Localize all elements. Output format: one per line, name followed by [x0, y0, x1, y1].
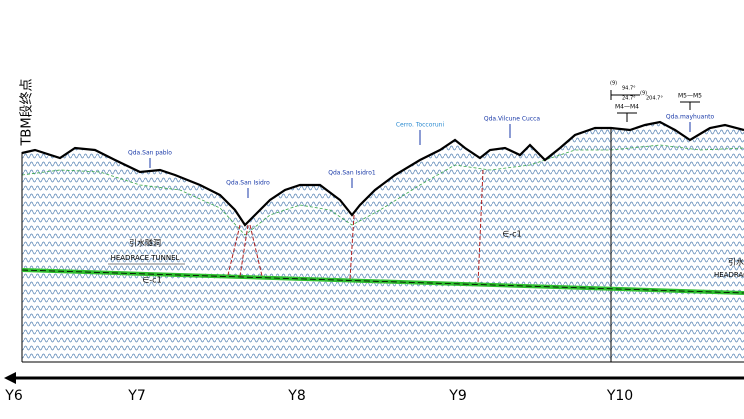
tunnel-label-en: HEADRACE — [714, 271, 744, 279]
section-label: M5—M5 — [678, 93, 702, 100]
ground-surface — [21, 120, 744, 227]
place-label: Qda.Vilcune Cucca — [484, 116, 541, 123]
note: 94.7° — [622, 86, 636, 92]
section-marks — [610, 90, 700, 122]
place-label: Cerro. Toccoruni — [396, 122, 445, 129]
note: (9) — [640, 91, 647, 97]
faults — [227, 169, 484, 285]
place-label: Qda.San pablo — [128, 150, 172, 157]
station-label: Y8 — [287, 388, 305, 404]
note: (9) — [610, 81, 617, 87]
note: 204.7° — [646, 96, 663, 102]
place-label: Qda.mayhuanto — [666, 114, 715, 121]
weathering-line — [21, 144, 744, 236]
vertical-title: TBM段终点 — [19, 78, 35, 146]
station-label: Y7 — [127, 388, 145, 404]
place-label: Qda.San Isidro1 — [328, 170, 376, 177]
axis-arrow — [4, 372, 16, 384]
tunnel-axis — [21, 269, 744, 294]
rock-mass — [22, 122, 744, 362]
stratum-label: ∈-c1 — [502, 230, 521, 239]
section-label: M4—M4 — [615, 104, 639, 111]
station-label: Y9 — [448, 388, 466, 404]
station-label: Y10 — [606, 388, 633, 404]
note: 24.7° — [622, 96, 636, 102]
place-label: Qda.San Isidro — [226, 180, 270, 187]
place-markers — [149, 122, 691, 198]
tunnel-label-cn: 引水隧洞 — [129, 238, 161, 248]
tunnel-label-cn: 引水 — [728, 257, 744, 267]
tunnel-label-en: HEADRACE TUNNEL — [111, 254, 180, 262]
station-label: Y6 — [4, 388, 23, 404]
stratum-label: ∈-c1 — [142, 276, 161, 285]
